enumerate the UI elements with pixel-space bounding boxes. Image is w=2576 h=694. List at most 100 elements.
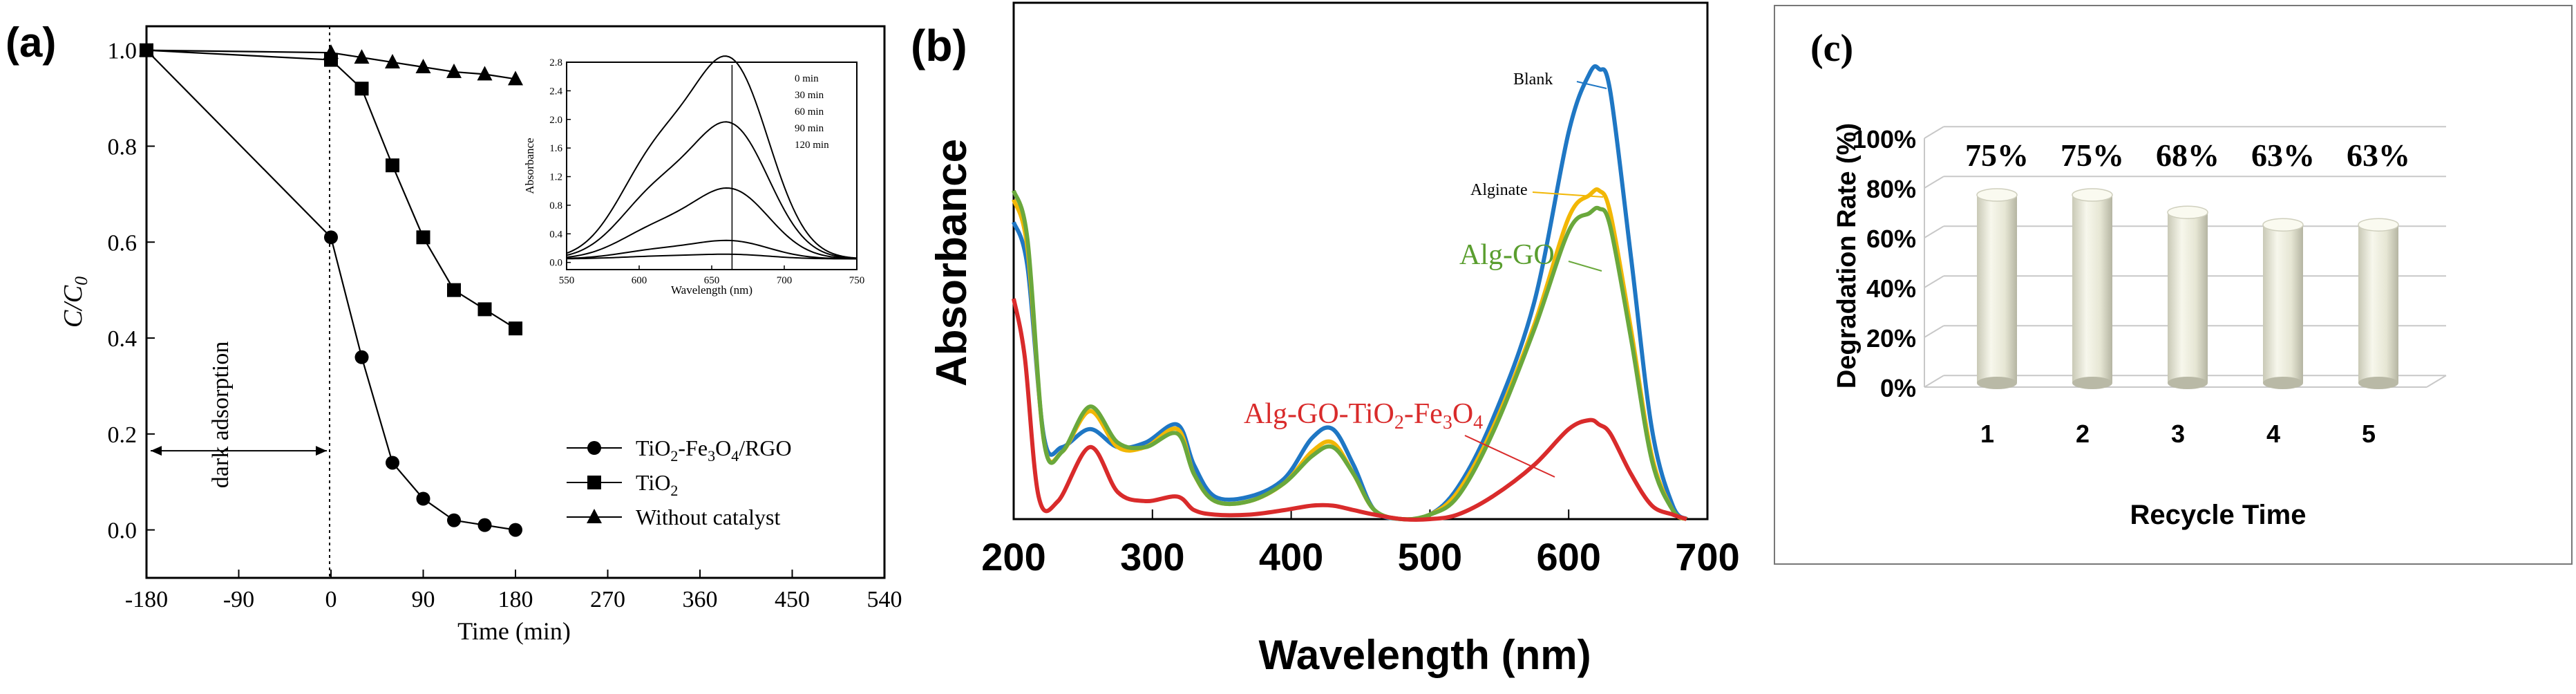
panel-a-data-point <box>447 283 461 297</box>
panel-a-y-tick-label: 0.4 <box>108 326 138 352</box>
panel-a-axes: -180 -90 0 90 180 270 360 450 540 0.0 0.2 0.4 0.6 0.8… <box>108 39 902 612</box>
panel-b-x-tick-label: 700 <box>1675 535 1739 579</box>
legend-entry: Without catalyst <box>636 505 780 529</box>
panel-c-bar <box>1977 195 2017 383</box>
panel-b-series-line <box>1012 298 1687 522</box>
panel-a-data-point <box>323 44 339 59</box>
panel-c-bar-base <box>1977 377 2017 389</box>
panel-a-data-point <box>446 63 462 78</box>
inset-series <box>566 55 858 260</box>
panel-c-y-tick-label: 60% <box>1866 225 1916 253</box>
panel-c-gridline-slant <box>1924 275 1944 288</box>
panel-c: (c) Degradation Rate (%) Recycle Time 0%… <box>1774 5 2573 565</box>
panel-a-data-point <box>354 350 369 364</box>
panel-a-data-point <box>324 230 338 245</box>
panel-c-bar <box>2358 225 2398 383</box>
panel-a-data-point <box>415 58 431 73</box>
inset-legend-entry: 120 min <box>795 140 829 151</box>
panel-a-x-tick-label: 0 <box>325 587 337 612</box>
panel-a-data-point <box>354 49 370 64</box>
panel-a-data-point <box>447 513 461 527</box>
inset-y-tick-label: 1.2 <box>549 172 562 183</box>
panel-a-data-point <box>416 491 430 506</box>
arrow-head-right <box>316 446 327 456</box>
inset-y-axis-title: Absorbance <box>523 138 536 194</box>
panel-c-category-label: 4 <box>2266 420 2280 448</box>
panel-c-bar-top <box>2358 218 2399 232</box>
inset-y-tick-label: 2.8 <box>549 57 562 68</box>
alg-go-series-label: Alg-GO <box>1459 239 1555 271</box>
panel-c-axes: 0% 20% 40% 60% 80% 100% <box>1853 125 2447 402</box>
panel-a-x-tick-label: 270 <box>590 587 625 612</box>
legend-entry: TiO2 <box>636 470 678 499</box>
panel-c-bar <box>2168 212 2208 383</box>
inset-series-line <box>566 121 858 259</box>
panel-a-x-axis-title: Time (min) <box>457 617 571 645</box>
panel-a-series-line <box>146 49 516 80</box>
arrow-head-left <box>151 446 162 456</box>
panel-a-data-point <box>386 456 399 470</box>
alg-go-tio2-fe3o4-series-label: Alg-GO-TiO2-Fe3O4 <box>1244 398 1483 433</box>
panel-a-x-tick-label: 450 <box>775 587 810 612</box>
panel-c-bar-top <box>2167 205 2208 219</box>
panel-a-data-point <box>508 71 523 86</box>
legend-marker <box>587 476 601 489</box>
inset-series-line <box>566 239 858 260</box>
panel-b-series <box>1012 64 1688 522</box>
panel-a-data-point <box>386 158 399 173</box>
panel-c-bar-top <box>2072 188 2113 202</box>
blank-series-label: Blank <box>1513 71 1553 88</box>
panel-b-x-tick-label: 500 <box>1398 535 1462 579</box>
panel-a-data-point <box>416 230 430 245</box>
panel-c-y-tick-label: 100% <box>1853 125 1916 153</box>
panel-c-category-label: 2 <box>2076 420 2090 448</box>
inset-x-tick-label: 600 <box>632 275 647 286</box>
panel-c-value-label: 63% <box>2347 138 2410 173</box>
panel-a-x-tick-label: 360 <box>683 587 718 612</box>
inset-legend: 0 min 30 min 60 min 90 min 120 min <box>795 73 829 151</box>
panel-a-y-tick-label: 0.0 <box>108 518 138 544</box>
panel-c-bar-top <box>2262 218 2304 232</box>
panel-c-frame <box>1774 5 2573 565</box>
panel-a-series <box>139 41 523 537</box>
panel-a-data-point <box>509 321 522 336</box>
panel-a-x-tick-label: 180 <box>498 587 533 612</box>
panel-b: (b) 200 300 400 500 600 700 Absorbance Wavele… <box>911 1 1740 678</box>
alg-go-label-leader <box>1568 261 1602 272</box>
inset-x-tick-label: 650 <box>704 275 720 286</box>
panel-a-data-point <box>477 66 493 81</box>
panel-b-x-tick-label: 600 <box>1536 535 1600 579</box>
inset-series-line <box>566 187 858 260</box>
panel-a-data-point <box>509 523 522 537</box>
inset-legend-entry: 60 min <box>795 106 824 118</box>
panel-c-floor-right <box>2426 375 2447 388</box>
inset-legend-entry: 0 min <box>795 73 819 84</box>
panel-c-category-label: 1 <box>1980 420 1994 448</box>
panel-c-y-tick-label: 20% <box>1866 324 1916 353</box>
inset-y-tick-label: 2.0 <box>549 115 562 126</box>
legend-entry: TiO2-Fe3O4/RGO <box>636 435 792 465</box>
panel-c-gridline-slant <box>1924 325 1944 338</box>
panel-a-y-tick-label: 0.2 <box>108 422 138 448</box>
panel-a-x-tick-label: 540 <box>867 587 902 612</box>
inset-y-tick-label: 1.6 <box>549 143 562 154</box>
inset-y-tick-label: 2.4 <box>549 86 562 97</box>
legend-marker <box>587 441 601 455</box>
panel-c-value-label: 75% <box>2061 138 2124 173</box>
panel-a: (a) -180 -90 0 90 180 270 360 450 540 0.0 0.2 0.4 0.… <box>6 19 902 645</box>
panel-c-bar-base <box>2072 377 2112 389</box>
panel-c-bar-top <box>1976 188 2018 202</box>
panel-a-data-point <box>139 41 154 57</box>
panel-a-inset: 550 600 650 700 7500.00.40.81.21.62.02.42.8 … <box>523 55 864 297</box>
alginate-label-leader <box>1532 191 1604 198</box>
panel-b-axes: 200 300 400 500 600 700 <box>981 509 1740 579</box>
legend-marker <box>587 509 602 523</box>
inset-legend-entry: 90 min <box>795 123 824 134</box>
panel-b-series-line <box>1012 64 1688 522</box>
blank-label-leader <box>1576 81 1607 89</box>
panel-c-gridline-slant <box>1924 176 1944 189</box>
inset-x-tick-label: 700 <box>777 275 793 286</box>
alginate-series-label: Alginate <box>1470 181 1528 199</box>
panel-a-legend: TiO2-Fe3O4/RGO TiO2 Without catalyst <box>567 435 792 529</box>
inset-axes: 550 600 650 700 750 0.0 0.4 0.8 1.2 1.6 2.0 2.4 2.8 <box>549 57 864 286</box>
